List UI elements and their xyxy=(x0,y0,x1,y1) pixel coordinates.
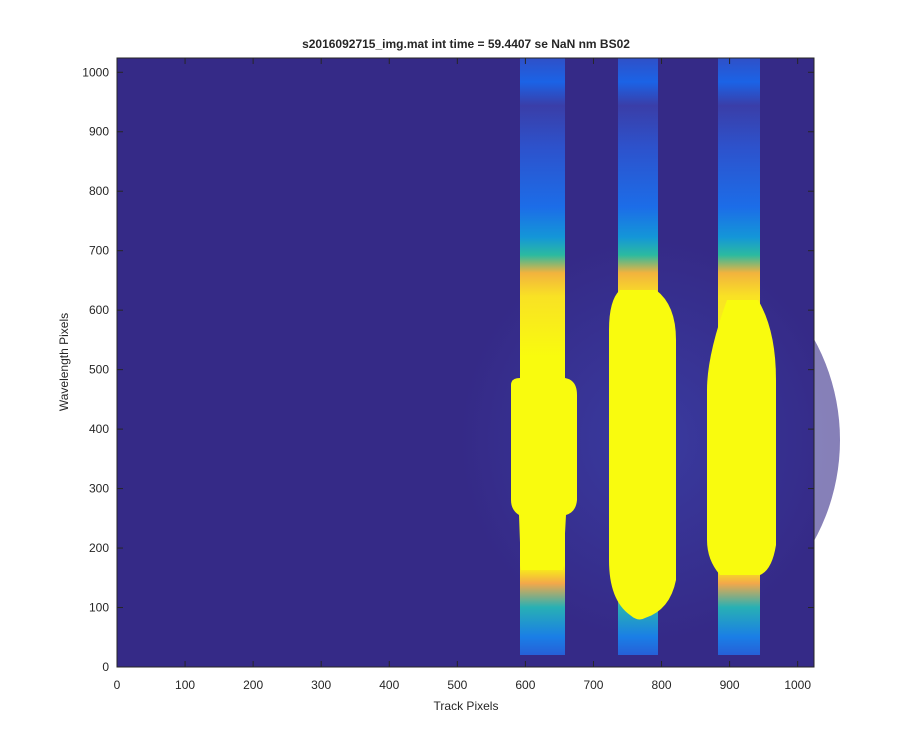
axes-box xyxy=(116,57,815,668)
x-tick-label: 800 xyxy=(652,678,672,692)
x-tick-label: 900 xyxy=(720,678,740,692)
y-tick-label: 200 xyxy=(89,541,109,555)
x-tick-label: 400 xyxy=(379,678,399,692)
x-tick-label: 100 xyxy=(175,678,195,692)
y-tick-label: 800 xyxy=(89,184,109,198)
y-axis-label: Wavelength Pixels xyxy=(57,313,71,411)
image xyxy=(117,58,840,667)
y-tick-label: 100 xyxy=(89,601,109,615)
x-tick-label: 300 xyxy=(311,678,331,692)
x-tick-label: 700 xyxy=(583,678,603,692)
y-tick-label: 500 xyxy=(89,363,109,377)
y-tick-label: 700 xyxy=(89,244,109,258)
x-tick-label: 200 xyxy=(243,678,263,692)
chart-title: s2016092715_img.mat int time = 59.4407 s… xyxy=(302,37,630,51)
y-tick-label: 1000 xyxy=(82,65,109,79)
y-tick-label: 400 xyxy=(89,422,109,436)
x-tick-label: 600 xyxy=(515,678,535,692)
y-tick-label: 0 xyxy=(102,660,109,674)
x-tick-label: 500 xyxy=(447,678,467,692)
x-tick-label: 1000 xyxy=(784,678,811,692)
y-tick-label: 300 xyxy=(89,482,109,496)
x-axis-label: Track Pixels xyxy=(434,699,499,713)
x-tick-label: 0 xyxy=(114,678,121,692)
y-tick-label: 600 xyxy=(89,303,109,317)
y-tick-label: 900 xyxy=(89,125,109,139)
